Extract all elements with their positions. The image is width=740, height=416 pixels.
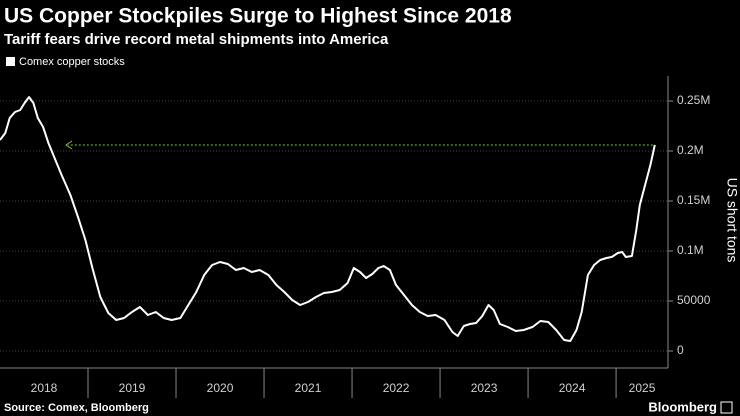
x-tick-label: 2019 xyxy=(119,381,146,395)
y-tick-label: 0.15M xyxy=(677,193,710,207)
x-tick-label: 2025 xyxy=(629,381,656,395)
y-tick-label: 0 xyxy=(677,343,684,357)
chart-subtitle: Tariff fears drive record metal shipment… xyxy=(4,31,389,48)
annotation-arrowhead xyxy=(65,140,73,150)
y-tick-label: 0.25M xyxy=(677,93,710,107)
legend-label: Comex copper stocks xyxy=(19,56,125,68)
brand: Bloomberg xyxy=(648,399,717,414)
y-tick-label: 0.2M xyxy=(677,143,704,157)
chart-title: US Copper Stockpiles Surge to Highest Si… xyxy=(4,5,512,28)
x-tick-label: 2020 xyxy=(207,381,234,395)
y-tick-label: 0.1M xyxy=(677,243,704,257)
x-tick-label: 2021 xyxy=(295,381,322,395)
x-tick-label: 2024 xyxy=(559,381,586,395)
x-tick-label: 2018 xyxy=(31,381,58,395)
x-tick-label: 2023 xyxy=(471,381,498,395)
legend-swatch xyxy=(6,57,15,66)
y-tick-label: 50000 xyxy=(677,293,711,307)
x-tick-label: 2022 xyxy=(383,381,410,395)
data-line xyxy=(0,96,656,342)
brand-icon xyxy=(720,401,733,414)
source: Source: Comex, Bloomberg xyxy=(4,402,149,414)
y-axis-title: US short tons xyxy=(724,178,740,263)
